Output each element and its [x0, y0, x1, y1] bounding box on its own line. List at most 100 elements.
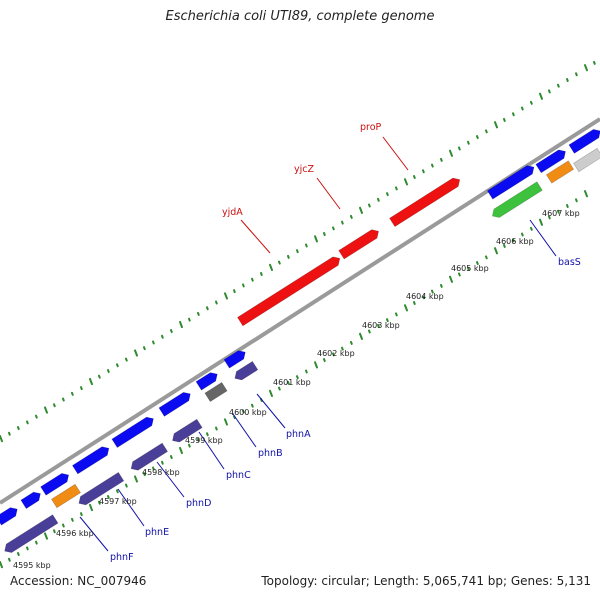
- gene-grey-right: [573, 147, 600, 173]
- tick-label-4600: 4600 kbp: [229, 408, 267, 417]
- inner-tick: [296, 375, 299, 380]
- outer-tick: [584, 64, 588, 72]
- outer-tick: [8, 431, 11, 436]
- inner-tick: [269, 389, 273, 398]
- inner-tick: [188, 443, 191, 448]
- tick-label-4598: 4598 kbp: [142, 468, 180, 477]
- gene-reverse-2: [130, 442, 168, 471]
- outer-tick: [26, 420, 29, 425]
- inner-tick: [332, 352, 335, 357]
- gene-forward-0-shape: [0, 507, 18, 526]
- map-title: Escherichia coli UTI89, complete genome: [165, 9, 435, 24]
- outer-tick: [332, 226, 335, 231]
- outer-tick: [233, 289, 236, 294]
- gene-yjcZ: [338, 229, 379, 260]
- inner-tick: [413, 301, 416, 305]
- outer-tick: [98, 374, 101, 379]
- gene-track: [0, 129, 600, 553]
- inner-tick: [44, 532, 48, 540]
- outer-tick: [179, 320, 183, 329]
- inner-tick: [116, 489, 119, 494]
- tick-label-4599: 4599 kbp: [185, 436, 223, 445]
- gene-yjcZ-shape: [338, 229, 379, 260]
- outer-tick: [44, 406, 48, 414]
- inner-tick: [494, 247, 498, 255]
- gene-forward-2: [40, 473, 70, 496]
- outer-tick: [116, 363, 119, 368]
- tick-label-4595: 4595 kbp: [13, 561, 51, 570]
- inner-tick: [0, 561, 3, 569]
- inner-tick: [341, 346, 344, 351]
- inner-tick: [539, 218, 543, 226]
- outer-tick: [413, 175, 416, 179]
- gene-forward-8: [486, 165, 535, 200]
- inner-tick: [350, 340, 353, 345]
- outer-tick: [17, 426, 20, 431]
- outer-tick: [593, 60, 596, 65]
- gene-reverse-4-shape: [234, 360, 259, 381]
- inner-tick: [62, 523, 65, 528]
- gene-pseudo-0: [204, 382, 228, 402]
- gene-basS-shape: [491, 181, 543, 218]
- inner-tick: [557, 209, 560, 214]
- leader-proP: [382, 136, 409, 171]
- outer-tick: [395, 186, 398, 191]
- tick-label-4607: 4607 kbp: [542, 209, 580, 218]
- outer-tick: [107, 369, 110, 373]
- inner-tick: [404, 304, 408, 312]
- gene-label-yjcZ: yjcZ: [294, 164, 314, 175]
- genome-summary-text: Topology: circular; Length: 5,065,741 bp…: [261, 574, 591, 588]
- outer-tick: [242, 283, 245, 288]
- inner-tick: [395, 312, 398, 317]
- gene-reverse-4: [234, 360, 259, 381]
- outer-tick: [287, 254, 290, 259]
- gene-forward-3-shape: [72, 446, 110, 475]
- leader-phnE: [117, 488, 145, 527]
- outer-tick: [575, 72, 578, 77]
- gene-forward-6-shape: [195, 372, 218, 391]
- inner-tick: [314, 361, 318, 369]
- gene-rna-1: [545, 160, 575, 184]
- outer-tick: [341, 220, 344, 225]
- tick-labels: 4595 kbp 4596 kbp 4597 kbp 4598 kbp 4599…: [13, 209, 580, 570]
- outer-tick: [143, 346, 146, 351]
- outer-tick: [476, 135, 479, 140]
- gene-proP: [389, 177, 461, 228]
- leader-phnB: [232, 413, 257, 448]
- gene-forward-4: [111, 416, 154, 448]
- inner-tick: [440, 283, 443, 288]
- inner-tick: [242, 409, 245, 414]
- inner-tick: [26, 546, 29, 551]
- tick-label-4601: 4601 kbp: [273, 378, 311, 387]
- outer-tick: [566, 78, 569, 82]
- inner-tick: [17, 552, 20, 557]
- outer-tick: [377, 197, 380, 202]
- gene-label-yjdA: yjdA: [222, 207, 243, 218]
- outer-tick: [467, 140, 470, 145]
- inner-tick: [386, 318, 389, 323]
- inner-tick: [35, 540, 38, 545]
- outer-tick: [404, 178, 408, 186]
- inner-tick: [143, 472, 146, 477]
- inner-tick: [197, 437, 200, 442]
- inner-tick: [8, 557, 11, 562]
- inner-tick: [179, 446, 183, 455]
- outer-tick: [350, 214, 353, 219]
- gene-pseudo-0-shape: [204, 382, 228, 402]
- inner-tick: [107, 495, 110, 499]
- outer-tick: [539, 92, 543, 100]
- outer-tick: [170, 329, 173, 334]
- inner-tick: [89, 503, 93, 512]
- tick-label-4604: 4604 kbp: [406, 292, 444, 301]
- outer-tick: [440, 157, 443, 162]
- gene-label-phnD: phnD: [186, 498, 211, 509]
- outer-tick: [0, 435, 3, 443]
- inner-tick: [521, 232, 524, 237]
- outer-tick: [548, 89, 551, 94]
- gene-reverse-1: [78, 471, 125, 506]
- gene-reverse-3-shape: [172, 418, 203, 443]
- outer-tick: [458, 146, 461, 151]
- label-leader-lines: [79, 136, 557, 552]
- gene-reverse-2-shape: [130, 442, 168, 471]
